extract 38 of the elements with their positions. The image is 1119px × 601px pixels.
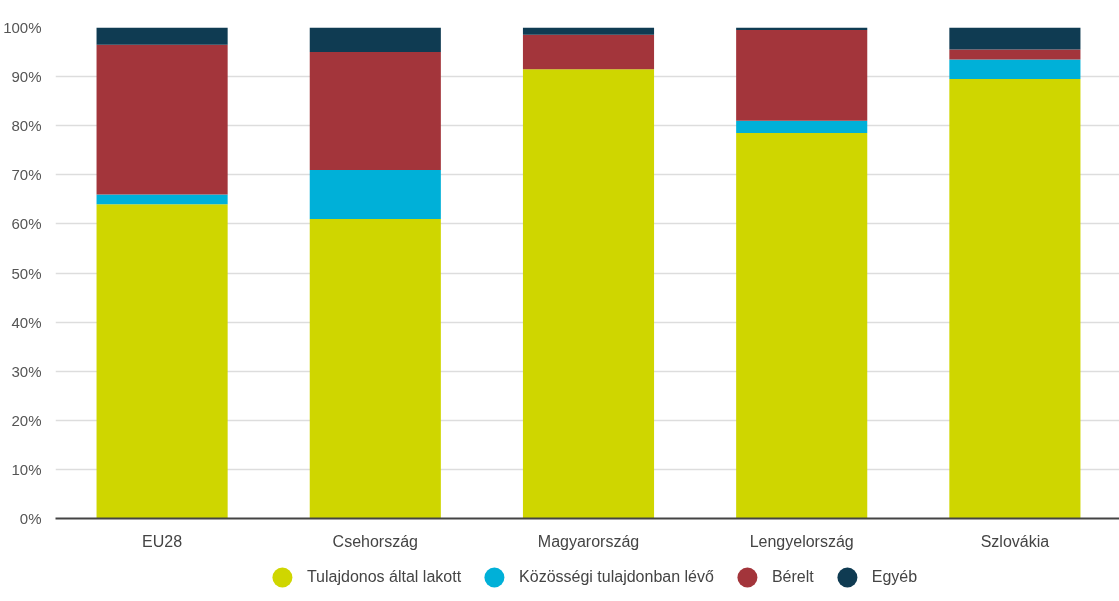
y-tick-label: 80%	[11, 117, 42, 135]
y-tick-label: 90%	[11, 68, 42, 86]
y-tick-label: 70%	[11, 166, 42, 184]
bar	[309, 169, 441, 219]
x-tick-label: Szlovákia	[980, 532, 1050, 550]
x-tick-label: Csehország	[332, 532, 418, 550]
bar	[309, 27, 441, 53]
bar	[949, 59, 1081, 80]
legend-label: Közösségi tulajdonban lévő	[519, 568, 714, 586]
legend-label: Bérelt	[771, 568, 814, 586]
bar	[736, 29, 868, 121]
bar	[949, 27, 1081, 50]
bar	[309, 52, 441, 170]
bar	[309, 218, 441, 519]
legend-label: Tulajdonos által lakott	[306, 568, 462, 586]
y-tick-label: 50%	[11, 264, 42, 282]
bar	[96, 194, 228, 205]
x-tick-label: Lengyelország	[749, 532, 854, 550]
y-tick-label: 30%	[11, 362, 42, 380]
y-tick-label: 0%	[19, 510, 42, 527]
y-tick-label: 10%	[11, 460, 42, 478]
bar	[96, 27, 228, 45]
bar	[96, 204, 228, 519]
y-tick-label: 20%	[11, 411, 42, 429]
x-tick-label: EU28	[142, 532, 183, 550]
bar	[736, 120, 868, 134]
y-tick-label: 40%	[11, 313, 42, 331]
y-tick-label: 100%	[3, 19, 42, 36]
bar	[522, 69, 655, 519]
legend-label: Egyéb	[871, 568, 918, 586]
bar	[96, 44, 228, 195]
bar	[736, 133, 868, 519]
bar	[522, 34, 655, 70]
y-tick-label: 60%	[11, 215, 42, 233]
bar	[949, 79, 1081, 519]
x-tick-label: Magyarország	[537, 532, 640, 550]
bar	[949, 49, 1081, 60]
bar	[522, 27, 655, 35]
